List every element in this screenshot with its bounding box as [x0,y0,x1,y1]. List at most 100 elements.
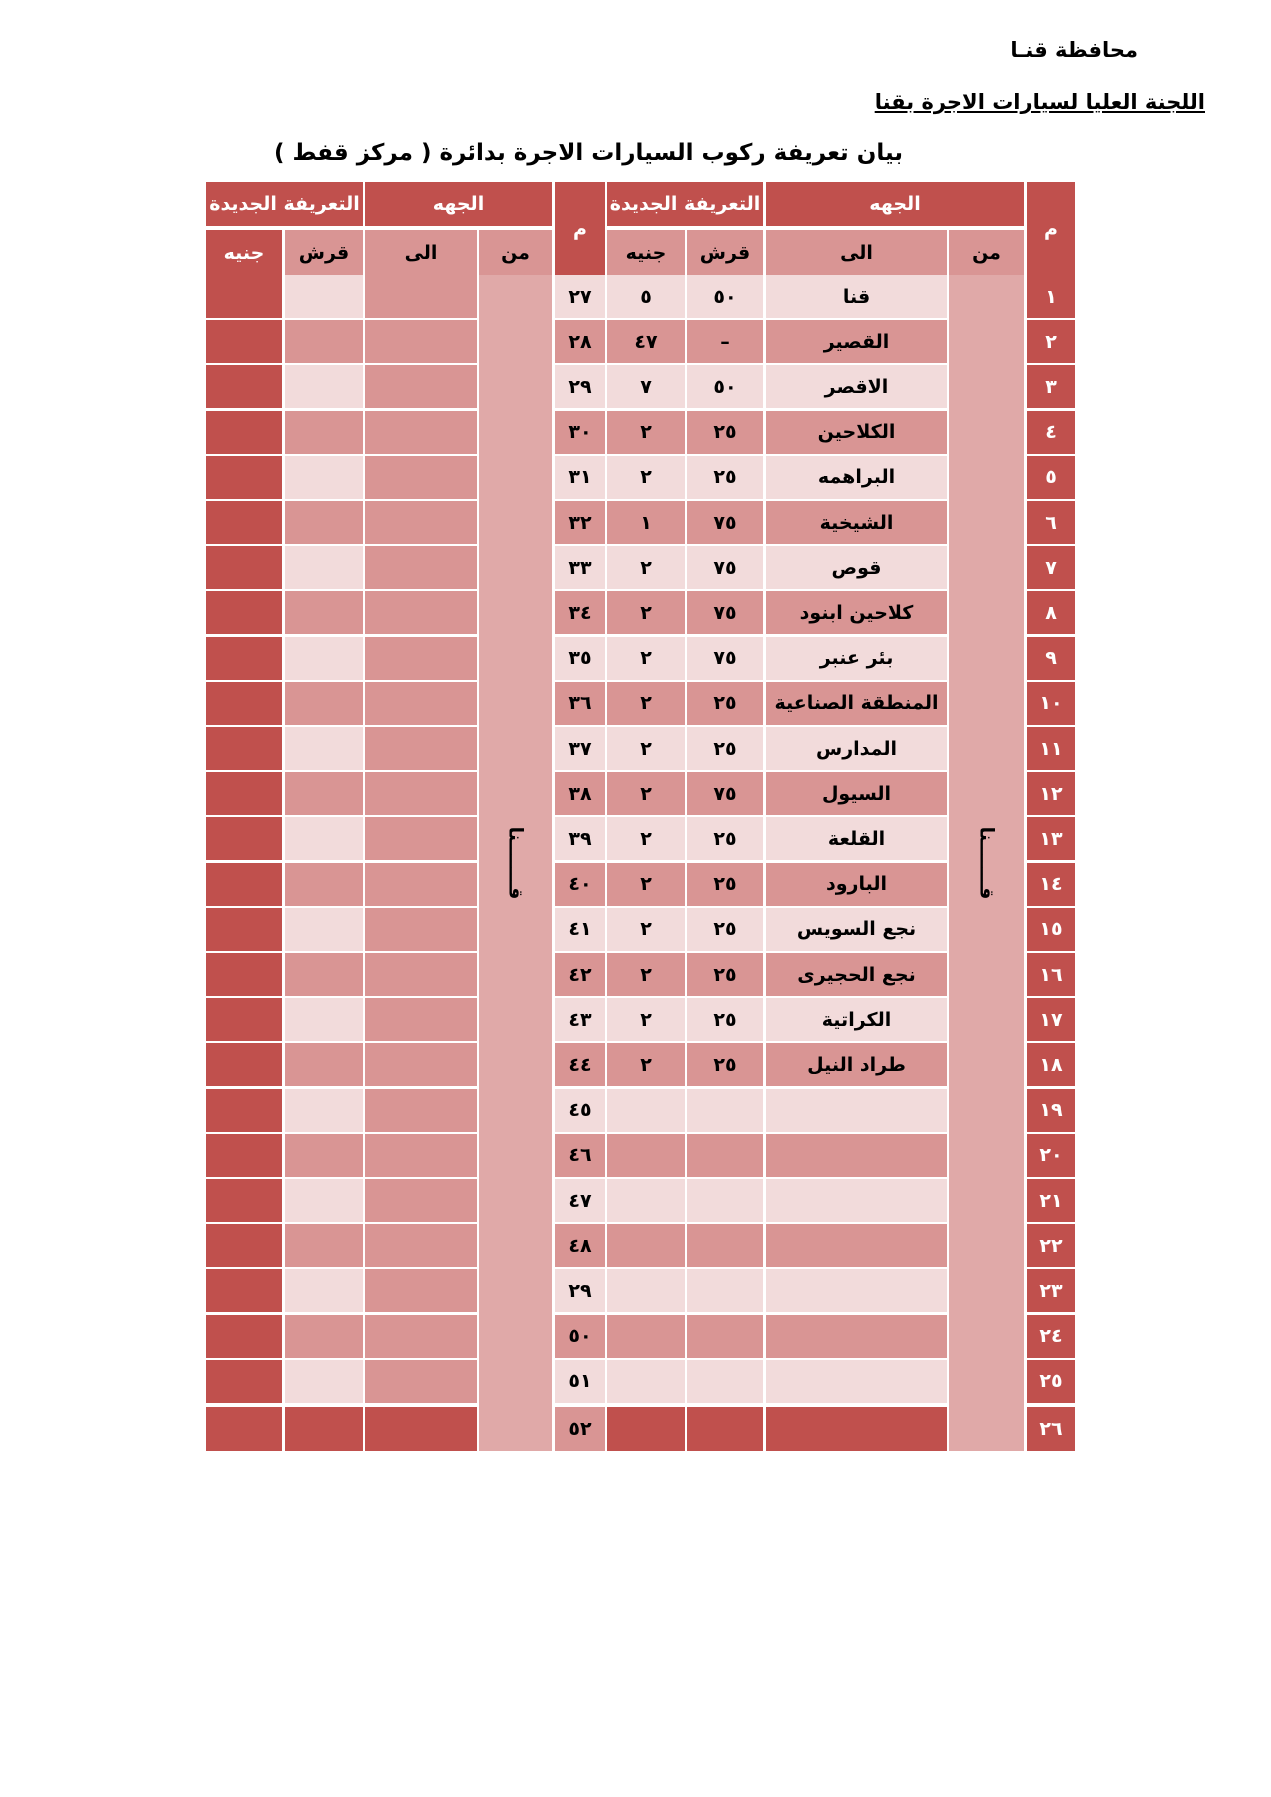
row-number: ٤ [1027,410,1075,454]
geneih-cell [206,455,282,499]
to-cell [365,727,477,770]
geneih-cell [206,501,282,544]
from-cell: قـــــــنا [479,275,552,1451]
qirsh-cell [285,1314,363,1358]
qirsh-cell [285,365,363,409]
qirsh-cell [285,320,363,364]
row-number: ٤٢ [555,953,605,996]
to-cell: الكراتية [766,998,947,1042]
row-number: ٢٢ [1027,1224,1075,1268]
geneih-cell: ٢ [607,953,685,996]
row-number: ٣٩ [555,817,605,861]
to-cell: بئر عنبر [766,636,947,680]
geneih-cell [206,817,282,861]
to-cell: القصير [766,320,947,364]
header-qirsh: قرش [285,230,363,275]
row-number: ٣٦ [555,681,605,725]
row-number: ٣٥ [555,636,605,680]
row-number: ٣٣ [555,546,605,590]
header-destination: الجهه [365,182,552,226]
row-number: ٩ [1027,636,1075,680]
to-cell [365,953,477,996]
row-number: ١٤ [1027,862,1075,906]
row-number: ٤٦ [555,1133,605,1177]
row-number: ١٦ [1027,953,1075,996]
geneih-cell [607,1133,685,1177]
geneih-cell [206,772,282,816]
qirsh-cell: ٢٥ [687,410,763,454]
qirsh-cell: ٧٥ [687,636,763,680]
row-number: ٧ [1027,546,1075,590]
header-geneih: جنيه [607,230,685,275]
geneih-cell [607,1179,685,1222]
row-number: ٤٤ [555,1043,605,1087]
geneih-cell: ٢ [607,998,685,1042]
to-cell [365,365,477,409]
to-cell [365,1088,477,1132]
to-cell [766,1088,947,1132]
header-n: م [1027,182,1075,275]
qirsh-cell [285,275,363,318]
geneih-cell [206,953,282,996]
from-cell: قـــــــنا [949,275,1024,1451]
row-number: ١١ [1027,727,1075,770]
row-number: ٣٤ [555,591,605,635]
geneih-cell [607,1314,685,1358]
to-cell [365,862,477,906]
to-cell [365,546,477,590]
qirsh-cell [285,907,363,951]
to-cell [365,1359,477,1403]
row-number: ٢٠ [1027,1133,1075,1177]
row-number: ١٧ [1027,998,1075,1042]
header-qirsh: قرش [687,230,763,275]
to-cell [365,1314,477,1358]
geneih-cell: ٢ [607,772,685,816]
qirsh-cell: ٢٥ [687,817,763,861]
geneih-cell [607,1407,685,1451]
qirsh-cell: ٢٥ [687,953,763,996]
committee: اللجنة العليا لسيارات الاجرة بقنا [874,90,1205,114]
qirsh-cell [285,1133,363,1177]
geneih-cell [206,907,282,951]
to-cell [365,636,477,680]
geneih-cell [206,591,282,635]
from-value: قـــــــنا [504,826,527,900]
qirsh-cell [285,591,363,635]
row-number: ٢٥ [1027,1359,1075,1403]
geneih-cell [206,681,282,725]
qirsh-cell [687,1314,763,1358]
geneih-cell [206,275,282,318]
to-cell [365,1133,477,1177]
row-number: ١٩ [1027,1088,1075,1132]
to-cell [365,410,477,454]
qirsh-cell [687,1133,763,1177]
row-number: ٣٨ [555,772,605,816]
to-cell [365,1224,477,1268]
qirsh-cell [285,1224,363,1268]
geneih-cell [206,546,282,590]
row-number: ٥١ [555,1359,605,1403]
row-number: ٢٩ [555,365,605,409]
to-cell: طراد النيل [766,1043,947,1087]
qirsh-cell [687,1224,763,1268]
row-number: ٢٩ [555,1269,605,1313]
geneih-cell: ٢ [607,410,685,454]
to-cell [766,1179,947,1222]
geneih-cell: ٤٧ [607,320,685,364]
header-n: م [555,182,605,275]
geneih-cell [206,862,282,906]
to-cell: الشيخية [766,501,947,544]
to-cell: المدارس [766,727,947,770]
geneih-cell [206,1224,282,1268]
geneih-cell [206,1088,282,1132]
row-number: ١٨ [1027,1043,1075,1087]
row-number: ٢٤ [1027,1314,1075,1358]
to-cell: قوص [766,546,947,590]
geneih-cell: ٢ [607,636,685,680]
from-value: قـــــــنا [975,826,998,900]
header-fare: التعريفة الجديدة [607,182,763,226]
qirsh-cell: ٢٥ [687,998,763,1042]
qirsh-cell [285,410,363,454]
geneih-cell [206,320,282,364]
qirsh-cell: ٢٥ [687,727,763,770]
